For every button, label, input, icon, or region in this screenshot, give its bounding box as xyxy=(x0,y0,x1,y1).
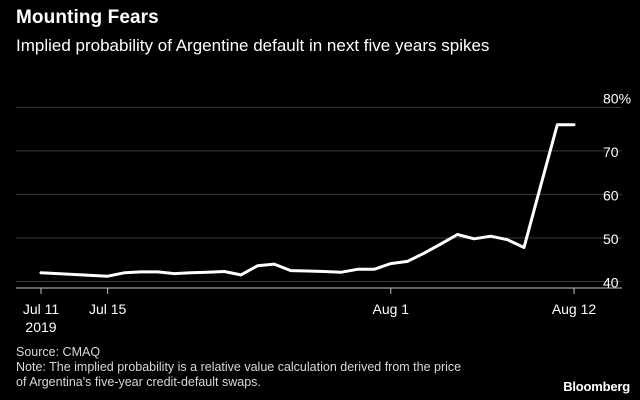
note-line-2: of Argentina's five-year credit-default … xyxy=(16,375,261,389)
source-note: Source: CMAQ xyxy=(16,345,101,359)
x-tick-label-1: Jul 15 xyxy=(89,301,127,317)
x-tick-sublabel-0: 2019 xyxy=(25,319,56,335)
series-line-0 xyxy=(39,123,576,278)
y-tick-label-70: 70 xyxy=(603,144,619,160)
chart-footer: Source: CMAQ Note: The implied probabili… xyxy=(16,345,576,390)
y-tick-label-60: 60 xyxy=(603,187,619,203)
chart-subtitle: Implied probability of Argentine default… xyxy=(16,36,490,55)
y-tick-label-40: 40 xyxy=(603,274,619,290)
chart-title: Mounting Fears xyxy=(16,7,159,28)
y-tick-label-50: 50 xyxy=(603,231,619,247)
bloomberg-logo: Bloomberg xyxy=(563,379,630,394)
x-tick-label-2: Aug 1 xyxy=(372,301,409,317)
note-line-1: Note: The implied probability is a relat… xyxy=(16,360,462,374)
y-tick-label-80: 80% xyxy=(603,90,631,106)
x-tick-label-3: Aug 12 xyxy=(552,301,597,317)
x-tick-label-0: Jul 11 xyxy=(23,301,60,317)
